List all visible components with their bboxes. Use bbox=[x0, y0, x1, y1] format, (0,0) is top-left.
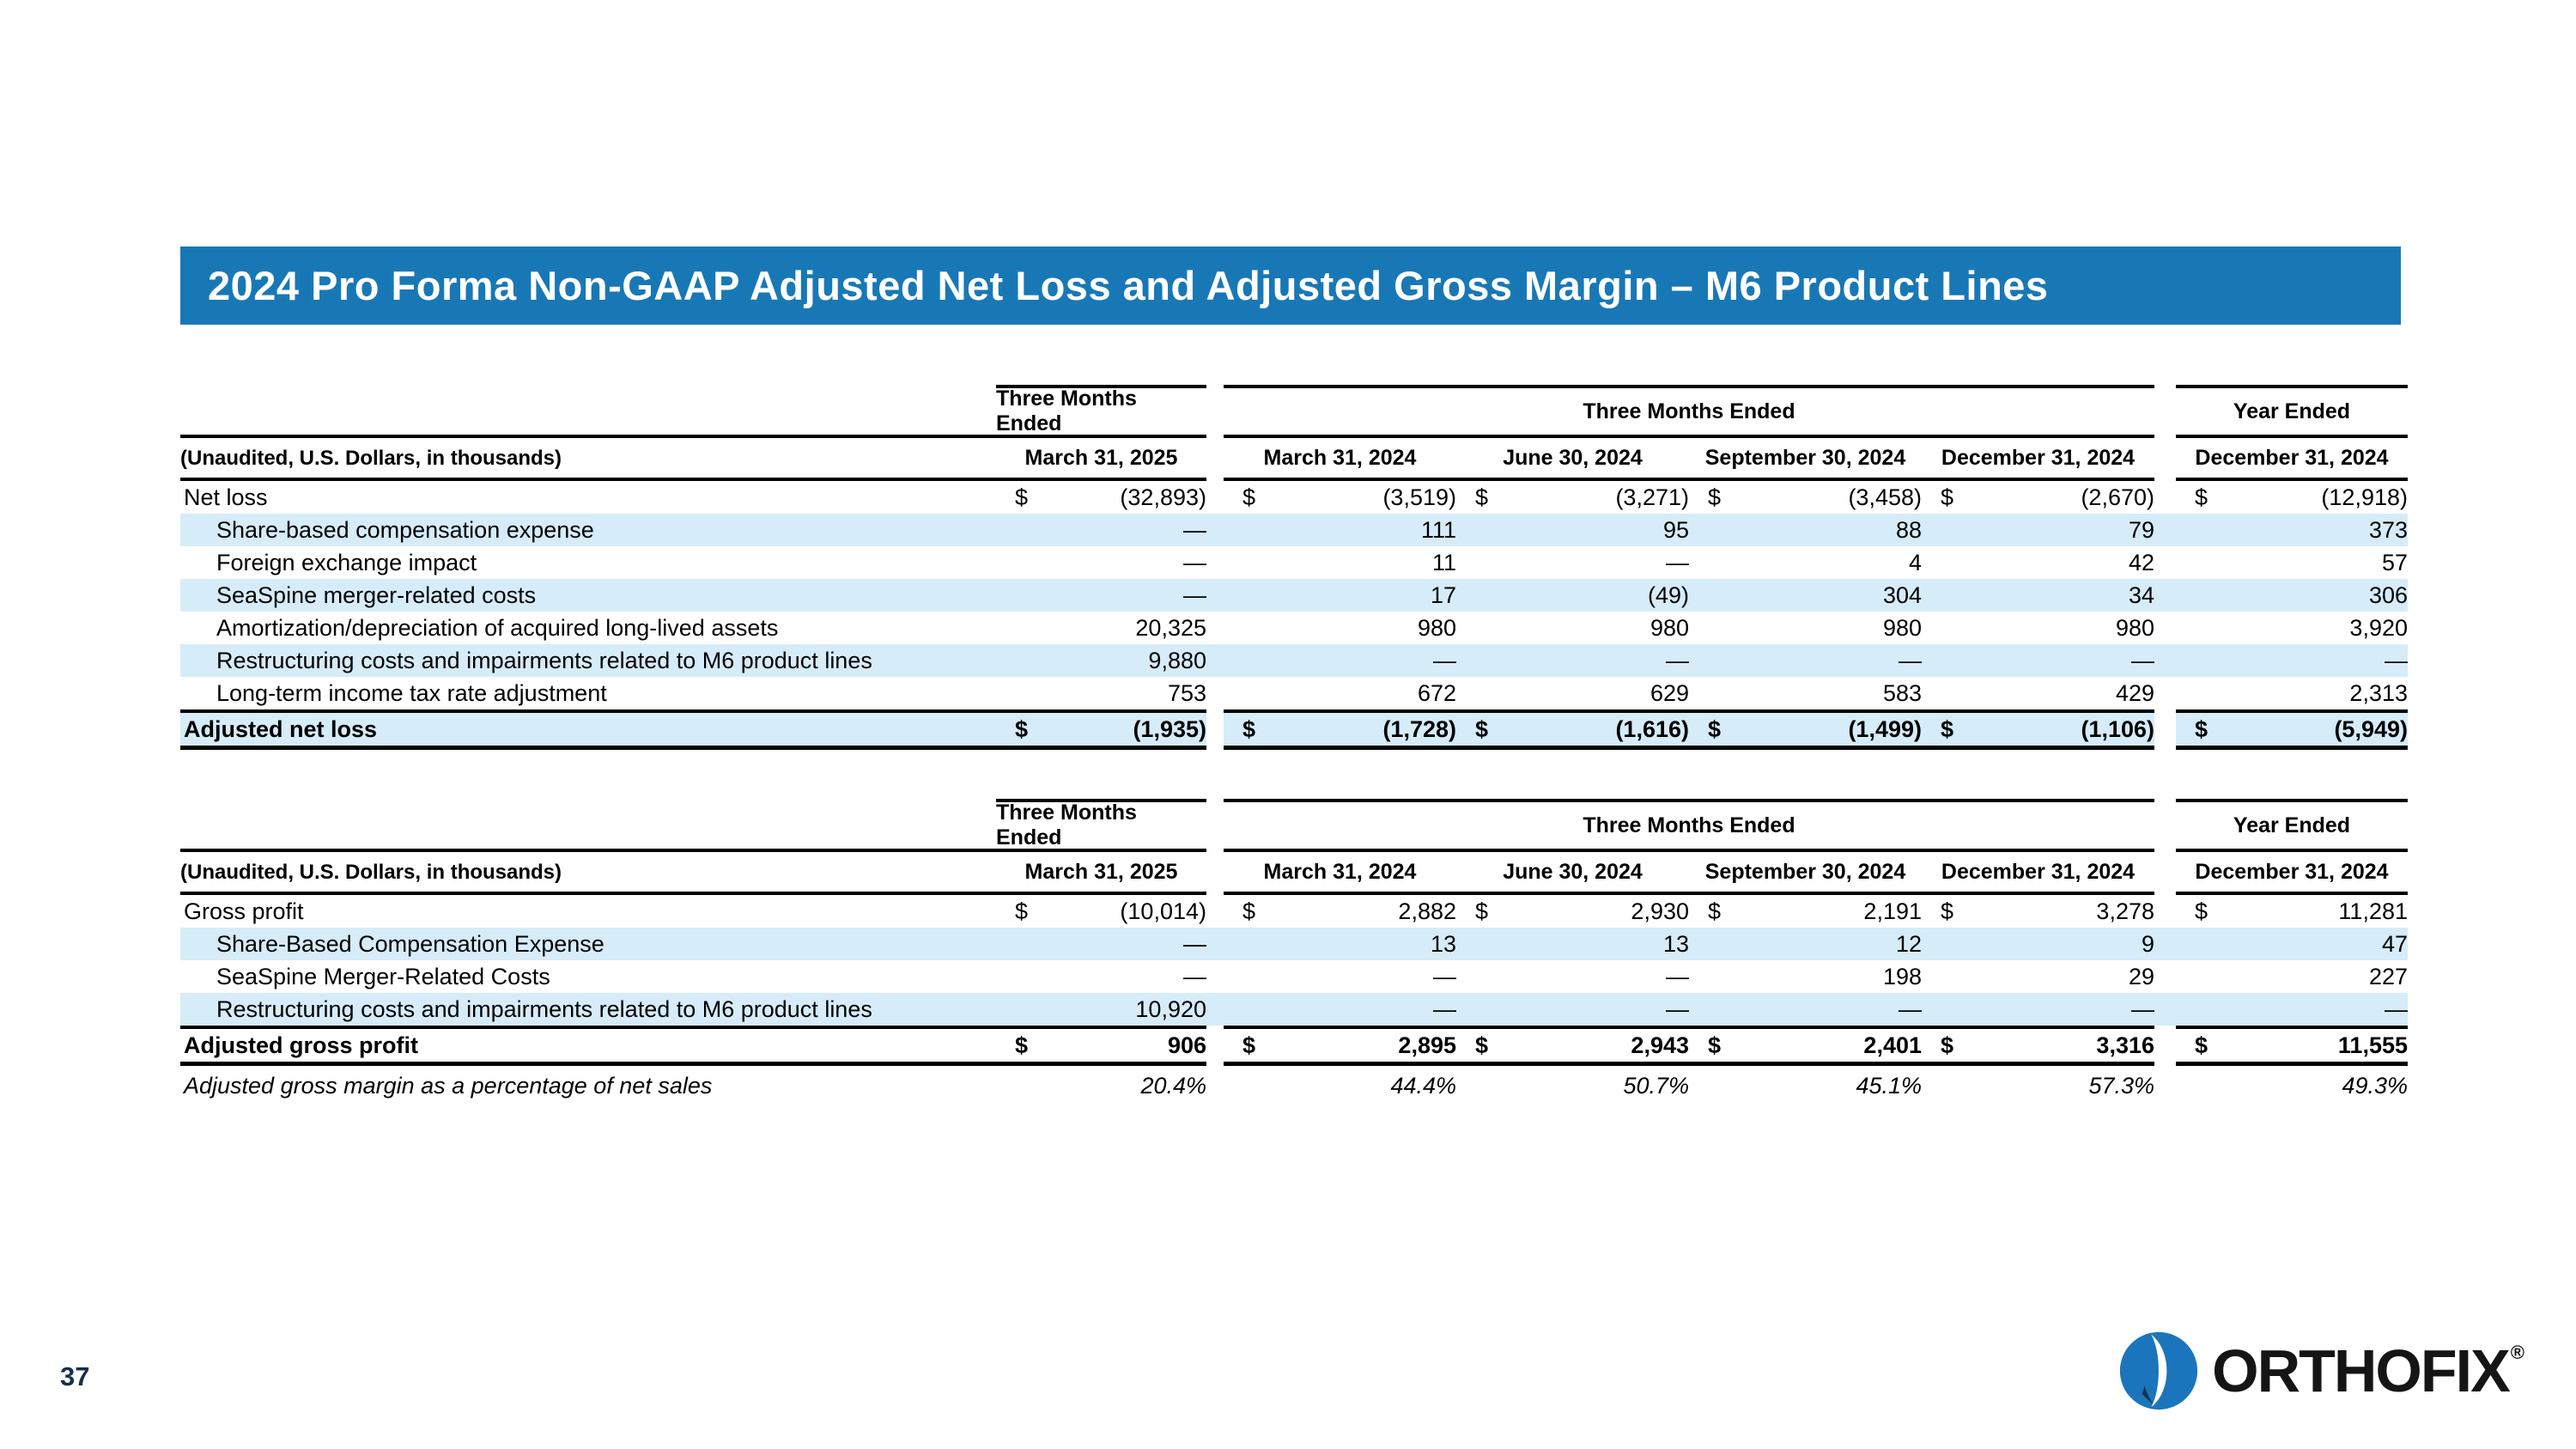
group-header-spacer bbox=[180, 799, 996, 852]
registered-mark: ® bbox=[2510, 1342, 2524, 1363]
row-label: Gross profit bbox=[184, 898, 304, 924]
row-label: Adjusted gross profit bbox=[180, 1026, 996, 1066]
row-label: Restructuring costs and impairments rela… bbox=[180, 644, 996, 677]
table-row-long-term-tax: Long-term income tax rate adjustment 753… bbox=[180, 677, 2408, 709]
orthofix-logo-text: ORTHOFIX ® bbox=[2212, 1337, 2524, 1404]
adjusted-net-loss-table: Three Months Ended Three Months Ended Ye… bbox=[180, 385, 2408, 750]
group-header: Three Months Ended bbox=[996, 385, 1206, 438]
column-header: March 31, 2024 bbox=[1224, 438, 1456, 481]
row-label: SeaSpine merger-related costs bbox=[180, 579, 996, 612]
group-header: Three Months Ended bbox=[1224, 385, 2154, 438]
table-group-header-row: Three Months Ended Three Months Ended Ye… bbox=[180, 385, 2408, 438]
table-row-adjusted-net-loss: Adjusted net loss $ (1,935) $ (1,728) $ (1,… bbox=[180, 709, 2408, 750]
column-header: March 31, 2025 bbox=[996, 852, 1206, 895]
group-header: Three Months Ended bbox=[1224, 799, 2154, 852]
column-header: December 31, 2024 bbox=[1922, 852, 2154, 895]
column-header: December 31, 2024 bbox=[2176, 852, 2408, 895]
column-header: June 30, 2024 bbox=[1456, 852, 1689, 895]
slide-title: 2024 Pro Forma Non-GAAP Adjusted Net Los… bbox=[208, 263, 2049, 308]
title-bar: 2024 Pro Forma Non-GAAP Adjusted Net Los… bbox=[180, 247, 2401, 325]
column-header: June 30, 2024 bbox=[1456, 438, 1689, 481]
table-group-header-row: Three Months Ended Three Months Ended Ye… bbox=[180, 799, 2408, 852]
row-label: Restructuring costs and impairments rela… bbox=[180, 993, 996, 1026]
row-label: Adjusted net loss bbox=[180, 709, 996, 750]
row-label: Long-term income tax rate adjustment bbox=[216, 679, 607, 706]
table-row-amortization: Amortization/depreciation of acquired lo… bbox=[180, 612, 2408, 644]
table-row-seaspine-merger: SeaSpine Merger-Related Costs — — — 198 … bbox=[180, 960, 2408, 993]
row-label: Share-based compensation expense bbox=[180, 514, 996, 546]
table-row-restructuring: Restructuring costs and impairments rela… bbox=[180, 644, 2408, 677]
row-label: Share-Based Compensation Expense bbox=[180, 928, 996, 960]
group-header: Year Ended bbox=[2176, 385, 2408, 438]
group-header: Three Months Ended bbox=[996, 799, 1206, 852]
table-column-header-row: (Unaudited, U.S. Dollars, in thousands) … bbox=[180, 438, 2408, 481]
unaudited-note: (Unaudited, U.S. Dollars, in thousands) bbox=[180, 852, 996, 895]
table-row-seaspine-merger: SeaSpine merger-related costs — 17 (49) … bbox=[180, 579, 2408, 612]
orthofix-logo: ORTHOFIX ® bbox=[2117, 1330, 2524, 1412]
row-label: Adjusted gross margin as a percentage of… bbox=[184, 1072, 713, 1099]
group-header: Year Ended bbox=[2176, 799, 2408, 852]
column-header: March 31, 2024 bbox=[1224, 852, 1456, 895]
group-header-spacer bbox=[180, 385, 996, 438]
table-row-adjusted-gross-profit: Adjusted gross profit $906 $2,895 $2,943… bbox=[180, 1026, 2408, 1066]
row-label: Amortization/depreciation of acquired lo… bbox=[216, 614, 779, 641]
table-row-net-loss: Net loss $ (32,893) $ (3,519) $ (3,271) $ (3… bbox=[180, 481, 2408, 514]
column-header: March 31, 2025 bbox=[996, 438, 1206, 481]
row-label: Net loss bbox=[184, 484, 268, 510]
column-header: December 31, 2024 bbox=[2176, 438, 2408, 481]
unaudited-note: (Unaudited, U.S. Dollars, in thousands) bbox=[180, 438, 996, 481]
table-row-gross-profit: Gross profit $ (10,014) $2,882 $2,930 $2,… bbox=[180, 895, 2408, 928]
column-header: September 30, 2024 bbox=[1689, 438, 1922, 481]
orthofix-logo-icon bbox=[2117, 1330, 2200, 1412]
column-header: September 30, 2024 bbox=[1689, 852, 1922, 895]
table-row-adjusted-gross-margin: Adjusted gross margin as a percentage of… bbox=[180, 1066, 2408, 1105]
table-row-share-based-comp: Share-Based Compensation Expense — 13 13… bbox=[180, 928, 2408, 960]
row-label: SeaSpine Merger-Related Costs bbox=[216, 963, 550, 989]
adjusted-gross-profit-table: Three Months Ended Three Months Ended Ye… bbox=[180, 799, 2408, 1105]
row-label: Foreign exchange impact bbox=[216, 549, 477, 575]
table-row-share-based-comp: Share-based compensation expense — 111 9… bbox=[180, 514, 2408, 546]
column-header: December 31, 2024 bbox=[1922, 438, 2154, 481]
table-row-restructuring: Restructuring costs and impairments rela… bbox=[180, 993, 2408, 1026]
table-row-foreign-exchange: Foreign exchange impact — 11 — 4 42 57 bbox=[180, 546, 2408, 579]
page-number: 37 bbox=[60, 1361, 90, 1391]
table-column-header-row: (Unaudited, U.S. Dollars, in thousands) … bbox=[180, 852, 2408, 895]
